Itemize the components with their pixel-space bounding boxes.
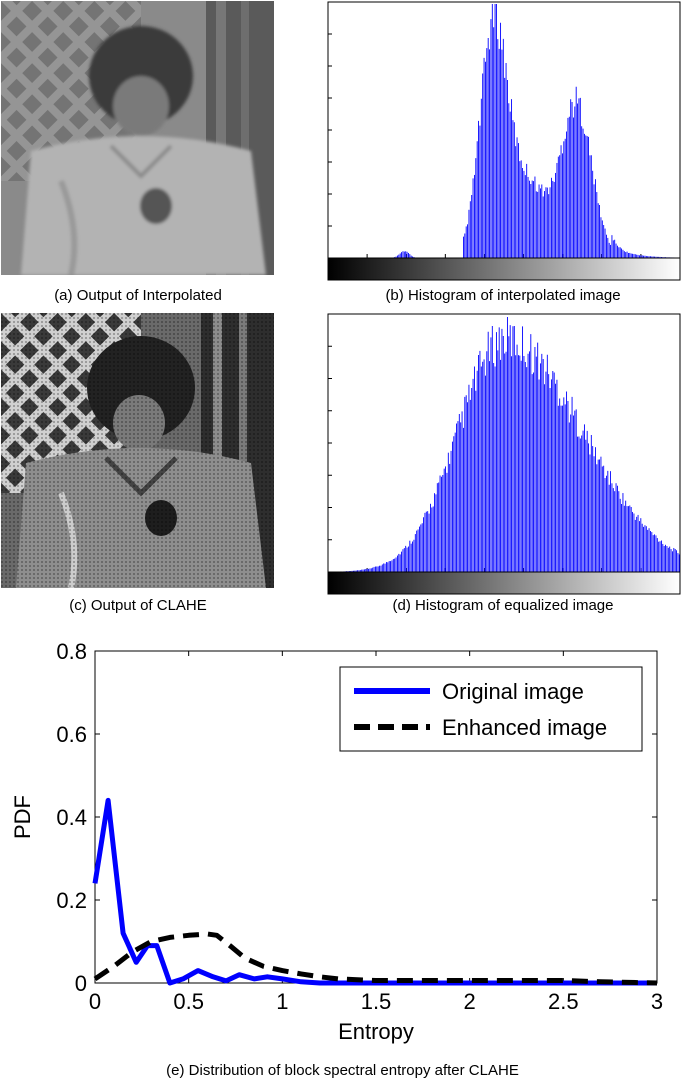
x-tick-label: 3 xyxy=(651,989,663,1014)
x-tick-label: 0 xyxy=(89,989,101,1014)
caption-d: (d) Histogram of equalized image xyxy=(392,597,614,614)
histogram-bars xyxy=(392,4,675,258)
caption-a: (a) Output of Interpolated xyxy=(54,287,222,304)
interpolated-photo xyxy=(1,1,274,275)
y-tick-label: 0 xyxy=(75,971,87,996)
y-tick-label: 0.2 xyxy=(56,888,87,913)
legend-label: Enhanced image xyxy=(442,715,607,740)
entropy-pdf-chart-svg: 0 0.5 1 1.5 2 2.5 3 0 0.2 0.4 0.6 0.8 Entropy PDF Orig… xyxy=(10,639,663,1044)
x-tick-label: 2 xyxy=(464,989,476,1014)
entropy-pdf-chart: 0 0.5 1 1.5 2 2.5 3 0 0.2 0.4 0.6 0.8 Entropy PDF Orig… xyxy=(0,635,685,1055)
histogram-interpolated xyxy=(326,0,682,282)
x-tick-label: 1.5 xyxy=(361,989,392,1014)
legend-box xyxy=(339,666,643,752)
x-tick-label: 1 xyxy=(276,989,288,1014)
caption-e: (e) Distribution of block spectral entro… xyxy=(166,1062,519,1079)
histogram-interpolated-svg xyxy=(327,1,681,281)
y-tick-label: 0.6 xyxy=(56,722,87,747)
series-line-enhanced xyxy=(93,931,658,986)
y-axis-label: PDF xyxy=(10,795,35,839)
y-tick-label: 0.8 xyxy=(56,639,87,664)
caption-b: (b) Histogram of interpolated image xyxy=(385,287,621,304)
histogram-bars xyxy=(340,317,680,572)
x-tick-label: 0.5 xyxy=(173,989,204,1014)
histogram-frame xyxy=(327,1,681,259)
x-tick-label: 2.5 xyxy=(548,989,579,1014)
x-axis-label: Entropy xyxy=(338,1019,414,1044)
histogram-equalized xyxy=(326,312,682,596)
intensity-colorbar xyxy=(327,571,681,595)
y-tick-label: 0.4 xyxy=(56,805,87,830)
intensity-colorbar xyxy=(327,257,681,281)
legend-label: Original image xyxy=(442,679,584,704)
caption-c: (c) Output of CLAHE xyxy=(69,597,207,614)
histogram-equalized-svg xyxy=(327,313,681,595)
series-line-original xyxy=(92,797,657,986)
interpolated-photo-drawing xyxy=(1,1,274,275)
clahe-photo xyxy=(1,313,274,588)
clahe-photo-drawing xyxy=(1,313,274,588)
